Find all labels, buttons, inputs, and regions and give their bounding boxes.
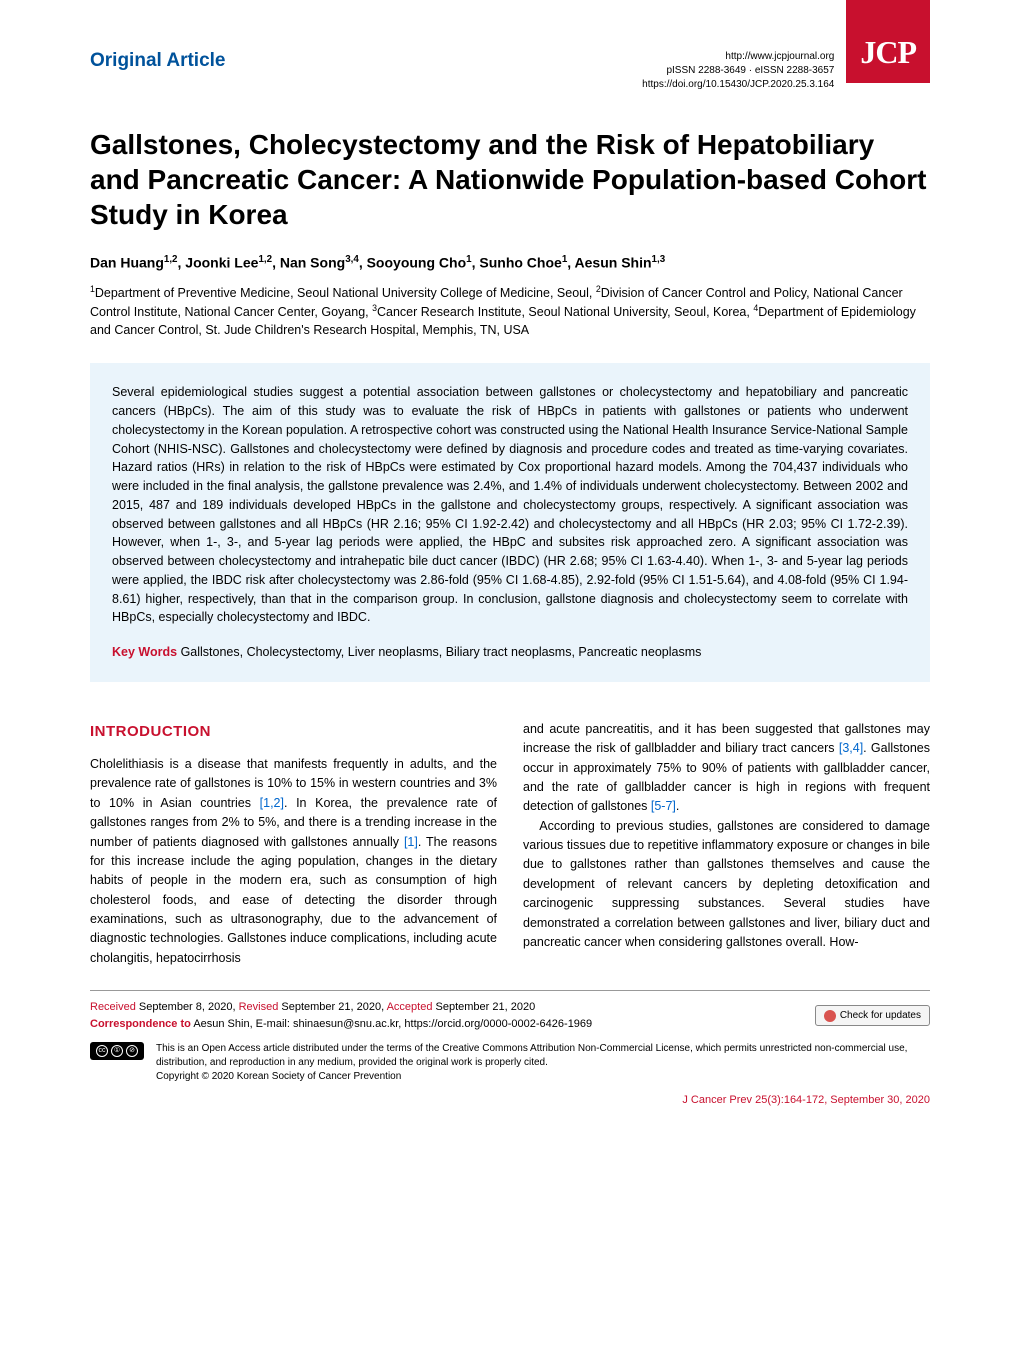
- abstract-text: Several epidemiological studies suggest …: [112, 383, 908, 627]
- keywords-row: Key Words Gallstones, Cholecystectomy, L…: [112, 643, 908, 662]
- license-text-block: This is an Open Access article distribut…: [156, 1042, 930, 1084]
- page-header: Original Article http://www.jcpjournal.o…: [90, 50, 930, 92]
- column-left: INTRODUCTION Cholelithiasis is a disease…: [90, 720, 497, 968]
- intro-col1: Cholelithiasis is a disease that manifes…: [90, 755, 497, 968]
- keywords-label: Key Words: [112, 645, 177, 659]
- license-row: cc ① ⊘ This is an Open Access article di…: [90, 1042, 930, 1084]
- correspondence-text: Aesun Shin, E-mail: shinaesun@snu.ac.kr,…: [193, 1018, 592, 1030]
- abstract-box: Several epidemiological studies suggest …: [90, 363, 930, 682]
- journal-meta: http://www.jcpjournal.org pISSN 2288-364…: [226, 50, 847, 92]
- journal-url[interactable]: http://www.jcpjournal.org: [226, 50, 835, 64]
- journal-footer: J Cancer Prev 25(3):164-172, September 3…: [90, 1092, 930, 1109]
- authors: Dan Huang1,2, Joonki Lee1,2, Nan Song3,4…: [90, 254, 930, 271]
- footer-block: Received September 8, 2020, Revised Sept…: [90, 990, 930, 1109]
- check-updates-button[interactable]: Check for updates: [815, 1005, 930, 1026]
- intro-heading: INTRODUCTION: [90, 720, 497, 743]
- copyright-text: Copyright © 2020 Korean Society of Cance…: [156, 1070, 930, 1084]
- by-icon: ①: [111, 1045, 123, 1057]
- intro-col2: and acute pancreatitis, and it has been …: [523, 720, 930, 953]
- column-right: and acute pancreatitis, and it has been …: [523, 720, 930, 968]
- article-type: Original Article: [90, 50, 226, 72]
- cc-icon: cc: [96, 1045, 108, 1057]
- affiliations: 1Department of Preventive Medicine, Seou…: [90, 283, 930, 340]
- journal-doi[interactable]: https://doi.org/10.15430/JCP.2020.25.3.1…: [226, 78, 835, 92]
- dates-line: Received September 8, 2020, Revised Sept…: [90, 999, 592, 1016]
- footer-row-dates: Received September 8, 2020, Revised Sept…: [90, 999, 930, 1032]
- crossmark-icon: [824, 1010, 836, 1022]
- journal-logo: JCP: [846, 0, 930, 83]
- article-type-label: Original Article: [90, 50, 226, 72]
- correspondence-label: Correspondence to: [90, 1018, 191, 1030]
- journal-issn: pISSN 2288-3649 · eISSN 2288-3657: [226, 64, 835, 78]
- check-updates-label: Check for updates: [840, 1008, 921, 1023]
- cc-badge-icon: cc ① ⊘: [90, 1042, 144, 1060]
- body-columns: INTRODUCTION Cholelithiasis is a disease…: [90, 720, 930, 968]
- keywords-text: Gallstones, Cholecystectomy, Liver neopl…: [181, 645, 702, 659]
- footer-left: Received September 8, 2020, Revised Sept…: [90, 999, 592, 1032]
- license-text: This is an Open Access article distribut…: [156, 1042, 930, 1070]
- nc-icon: ⊘: [126, 1045, 138, 1057]
- correspondence-line: Correspondence to Aesun Shin, E-mail: sh…: [90, 1016, 592, 1033]
- article-title: Gallstones, Cholecystectomy and the Risk…: [90, 127, 930, 232]
